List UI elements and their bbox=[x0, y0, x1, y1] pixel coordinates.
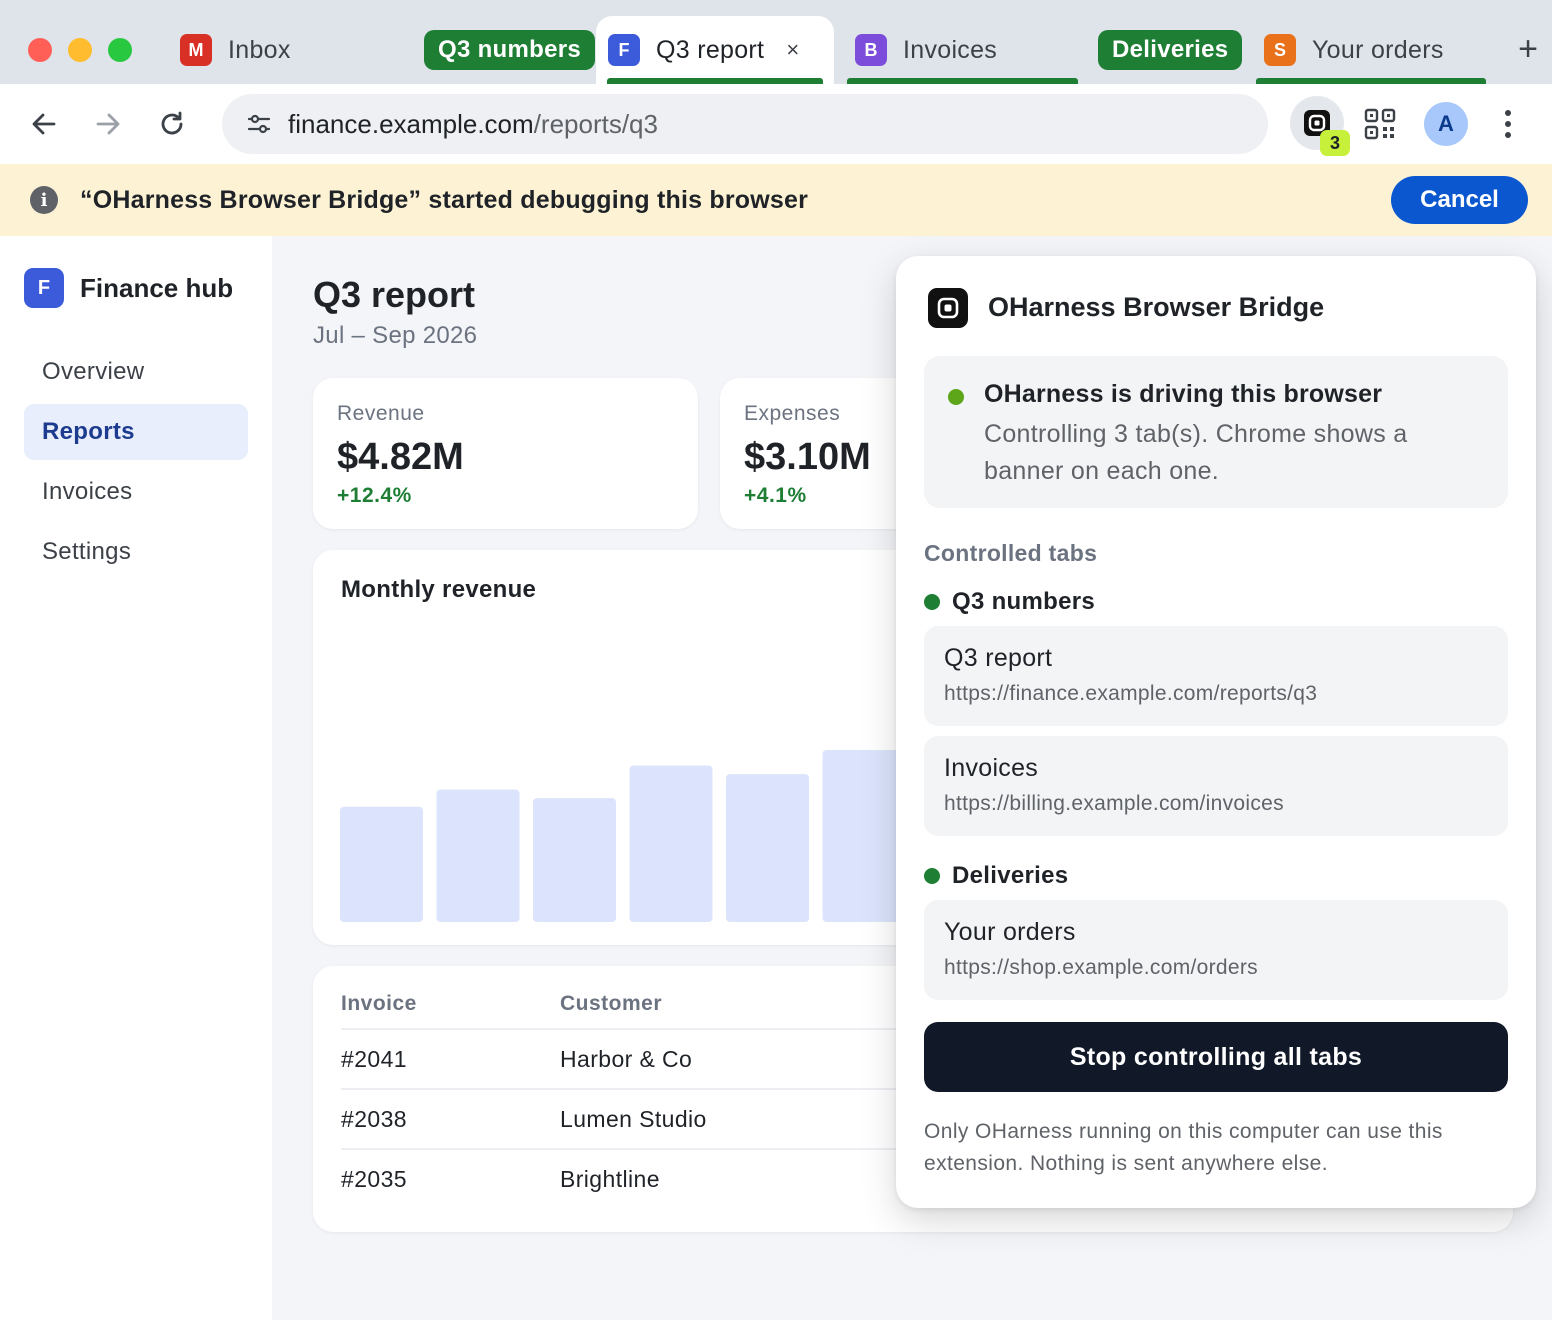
tab-group-label-q3-numbers: Q3 numbers bbox=[924, 588, 1095, 616]
stat-value: $3.10M bbox=[744, 436, 871, 478]
reload-icon[interactable] bbox=[152, 104, 192, 144]
revenue-bar bbox=[726, 774, 809, 922]
controlled-tab-title: Your orders bbox=[944, 918, 1076, 946]
sidebar-item-settings[interactable]: Settings bbox=[42, 538, 132, 565]
info-icon: i bbox=[30, 186, 58, 214]
tab-invoices[interactable]: B Invoices bbox=[843, 16, 1009, 84]
stop-controlling-button[interactable]: Stop controlling all tabs bbox=[924, 1022, 1508, 1092]
revenue-bar bbox=[822, 750, 906, 922]
tab-your-orders[interactable]: S Your orders bbox=[1252, 16, 1456, 84]
controlled-tab-title: Invoices bbox=[944, 754, 1039, 782]
controlled-tab-your-orders[interactable]: Your orders https://shop.example.com/ord… bbox=[924, 900, 1508, 1000]
qr-code-icon[interactable] bbox=[1362, 106, 1398, 142]
minimize-window-button[interactable] bbox=[68, 38, 92, 62]
controlled-tab-invoices[interactable]: Invoices https://billing.example.com/inv… bbox=[924, 736, 1508, 836]
cancel-debugging-button[interactable]: Cancel bbox=[1391, 176, 1528, 224]
close-window-button[interactable] bbox=[28, 38, 52, 62]
invoice-number: #2035 bbox=[341, 1166, 407, 1192]
more-menu-icon[interactable] bbox=[1494, 106, 1522, 142]
extension-icon bbox=[1304, 110, 1330, 136]
customer-name: Brightline bbox=[560, 1166, 660, 1192]
controlled-tabs-heading: Controlled tabs bbox=[924, 540, 1098, 566]
sidebar-item-reports[interactable]: Reports bbox=[24, 404, 248, 460]
controlled-tab-title: Q3 report bbox=[944, 644, 1053, 672]
zoom-window-button[interactable] bbox=[108, 38, 132, 62]
controlled-tab-url: https://shop.example.com/orders bbox=[944, 956, 1258, 979]
url-path: /reports/q3 bbox=[533, 108, 658, 139]
stat-delta: +4.1% bbox=[744, 484, 807, 507]
customer-name: Lumen Studio bbox=[560, 1106, 707, 1132]
revenue-bar bbox=[340, 806, 423, 922]
gmail-favicon-icon: M bbox=[180, 34, 212, 66]
brand: F Finance hub bbox=[24, 268, 233, 308]
stat-delta: +12.4% bbox=[337, 484, 412, 507]
close-tab-icon[interactable]: × bbox=[786, 37, 800, 62]
revenue-bar bbox=[436, 789, 520, 922]
finance-favicon-icon: F bbox=[608, 34, 640, 66]
tab-title: Inbox bbox=[228, 35, 291, 64]
tab-title: Q3 report bbox=[656, 35, 765, 64]
tab-group-indicator bbox=[1256, 78, 1486, 84]
controlled-tab-url: https://billing.example.com/invoices bbox=[944, 792, 1284, 815]
extension-popup: OHarness Browser Bridge OHarness is driv… bbox=[896, 256, 1536, 1208]
customer-name: Harbor & Co bbox=[560, 1046, 693, 1072]
profile-avatar[interactable]: A bbox=[1424, 102, 1468, 146]
new-tab-button[interactable]: + bbox=[1518, 30, 1538, 68]
group-name: Q3 numbers bbox=[952, 588, 1096, 615]
tab-group-indicator bbox=[847, 78, 1078, 84]
invoice-number: #2041 bbox=[341, 1046, 407, 1072]
revenue-bar bbox=[533, 798, 616, 922]
popup-title: OHarness Browser Bridge bbox=[988, 292, 1325, 322]
group-color-dot-icon bbox=[924, 868, 940, 884]
status-dot-icon bbox=[948, 389, 964, 405]
controlled-tab-url: https://finance.example.com/reports/q3 bbox=[944, 682, 1318, 705]
status-description: Controlling 3 tab(s). Chrome shows a ban… bbox=[984, 420, 1408, 485]
tab-title: Your orders bbox=[1312, 35, 1444, 64]
oharness-logo-icon bbox=[928, 288, 968, 328]
browser-toolbar: finance.example.com/reports/q3 3 A bbox=[0, 84, 1552, 164]
address-bar[interactable]: finance.example.com/reports/q3 bbox=[222, 94, 1268, 154]
tab-strip: M Inbox Q3 numbers F Q3 report × B Invoi… bbox=[0, 0, 1552, 84]
billing-favicon-icon: B bbox=[855, 34, 887, 66]
forward-arrow-icon[interactable] bbox=[88, 104, 128, 144]
sidebar-item-invoices[interactable]: Invoices bbox=[42, 478, 133, 505]
tab-group-q3-numbers[interactable]: Q3 numbers bbox=[424, 30, 596, 70]
status-title: OHarness is driving this browser bbox=[984, 380, 1383, 408]
debugging-infobar: i “OHarness Browser Bridge” started debu… bbox=[0, 164, 1552, 236]
tab-title: Invoices bbox=[903, 35, 998, 64]
tab-group-deliveries[interactable]: Deliveries bbox=[1098, 30, 1243, 70]
stat-label: Revenue bbox=[337, 402, 425, 425]
revenue-card: Revenue $4.82M +12.4% bbox=[313, 378, 698, 529]
finance-hub-logo: F bbox=[24, 268, 64, 308]
column-header-customer: Customer bbox=[560, 992, 663, 1015]
revenue-bar bbox=[629, 765, 713, 922]
sidebar: F Finance hub Overview Reports Invoices … bbox=[0, 236, 272, 1320]
monthly-revenue-chart bbox=[340, 750, 906, 922]
tab-inbox[interactable]: M Inbox bbox=[168, 16, 303, 84]
stat-value: $4.82M bbox=[337, 436, 464, 478]
tab-group-label-deliveries: Deliveries bbox=[924, 862, 1068, 890]
group-name: Deliveries bbox=[952, 862, 1069, 889]
driving-status: OHarness is driving this browser Control… bbox=[924, 356, 1508, 508]
chart-title: Monthly revenue bbox=[341, 576, 537, 603]
extension-badge: 3 bbox=[1320, 130, 1350, 156]
tab-group-indicator bbox=[607, 78, 823, 84]
column-header-invoice: Invoice bbox=[341, 992, 417, 1015]
controlled-tab-q3-report[interactable]: Q3 report https://finance.example.com/re… bbox=[924, 626, 1508, 726]
group-color-dot-icon bbox=[924, 594, 940, 610]
page-title: Q3 report bbox=[313, 274, 476, 315]
tab-q3-report[interactable]: F Q3 report × bbox=[596, 16, 834, 84]
privacy-footnote: Only OHarness running on this computer c… bbox=[924, 1120, 1443, 1175]
stat-label: Expenses bbox=[744, 402, 841, 425]
shop-favicon-icon: S bbox=[1264, 34, 1296, 66]
sidebar-item-overview[interactable]: Overview bbox=[42, 358, 145, 385]
site-settings-icon[interactable] bbox=[246, 111, 272, 137]
invoice-number: #2038 bbox=[341, 1106, 407, 1132]
back-arrow-icon[interactable] bbox=[24, 104, 64, 144]
infobar-message: “OHarness Browser Bridge” started debugg… bbox=[80, 186, 809, 214]
url-host: finance.example.com bbox=[288, 108, 534, 139]
page-subtitle: Jul – Sep 2026 bbox=[313, 322, 478, 349]
brand-name: Finance hub bbox=[80, 272, 234, 303]
